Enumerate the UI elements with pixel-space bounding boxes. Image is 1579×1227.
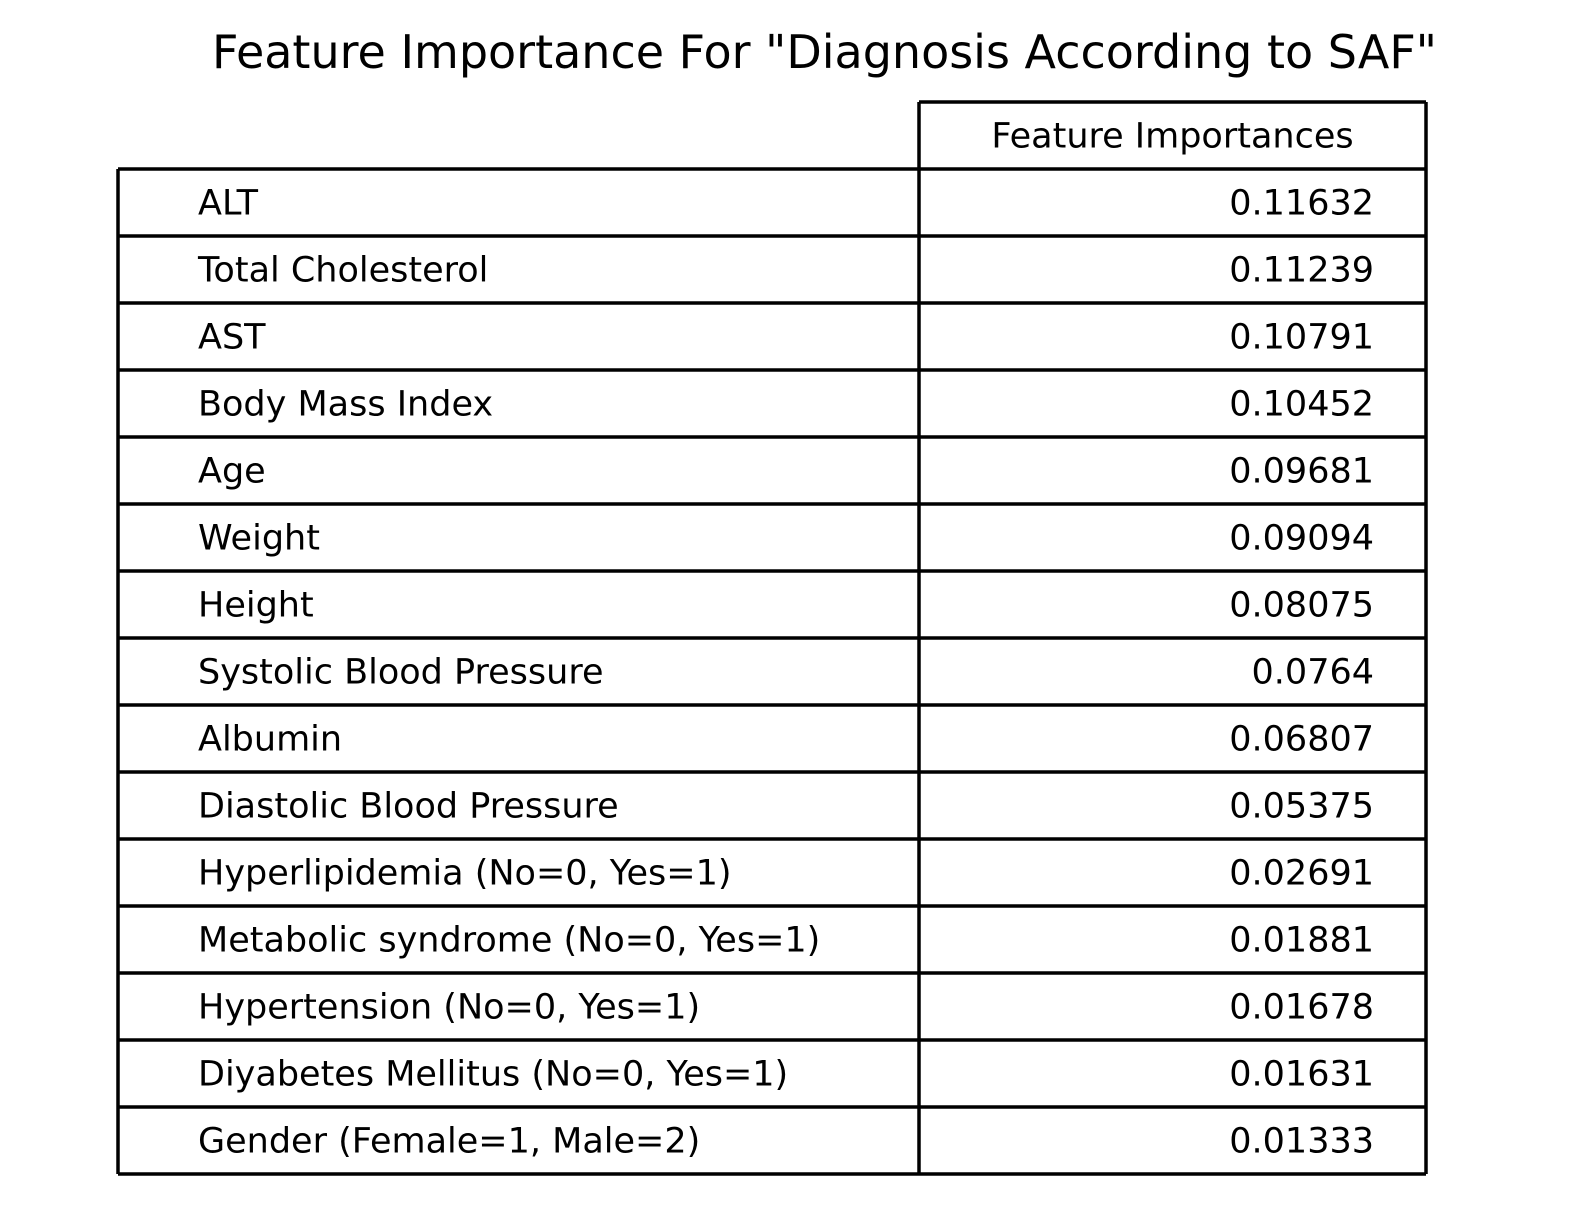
row-labels: ALT Total Cholesterol AST Body Mass Index Ag… [197, 184, 820, 1162]
row-value: 0.11239 [1229, 251, 1374, 291]
row-value: 0.10791 [1229, 318, 1374, 358]
row-label: Albumin [198, 720, 342, 760]
row-value: 0.10452 [1229, 385, 1374, 425]
row-value: 0.02691 [1229, 854, 1374, 894]
row-value: 0.01631 [1229, 1055, 1374, 1095]
row-value: 0.06807 [1229, 720, 1374, 760]
row-value: 0.08075 [1229, 586, 1374, 626]
row-value: 0.0764 [1252, 653, 1374, 693]
row-label: Age [198, 452, 266, 492]
row-label: Metabolic syndrome (No=0, Yes=1) [198, 921, 820, 961]
row-value: 0.09681 [1229, 452, 1374, 492]
row-label: Gender (Female=1, Male=2) [198, 1122, 700, 1162]
row-label: Hypertension (No=0, Yes=1) [198, 988, 700, 1028]
row-label: ALT [198, 184, 259, 224]
row-label: Body Mass Index [198, 385, 493, 425]
row-label: Weight [198, 519, 320, 559]
row-values: 0.11632 0.11239 0.10791 0.10452 0.09681 0.090… [1229, 184, 1374, 1162]
row-label: Hyperlipidemia (No=0, Yes=1) [198, 854, 732, 894]
chart-title: Feature Importance For "Diagnosis Accord… [212, 25, 1437, 79]
row-value: 0.05375 [1229, 787, 1374, 827]
row-value: 0.01333 [1229, 1122, 1374, 1162]
row-label: Height [198, 586, 314, 626]
row-label: Diastolic Blood Pressure [198, 787, 619, 827]
column-header: Feature Importances [991, 117, 1353, 157]
row-value: 0.01678 [1229, 988, 1374, 1028]
row-value: 0.09094 [1229, 519, 1374, 559]
table-grid [116, 100, 1428, 1176]
row-value: 0.01881 [1229, 921, 1374, 961]
row-label: Total Cholesterol [197, 251, 488, 291]
row-label: AST [198, 318, 266, 358]
row-label: Systolic Blood Pressure [198, 653, 603, 693]
row-label: Diyabetes Mellitus (No=0, Yes=1) [198, 1055, 788, 1095]
row-value: 0.11632 [1229, 184, 1374, 224]
